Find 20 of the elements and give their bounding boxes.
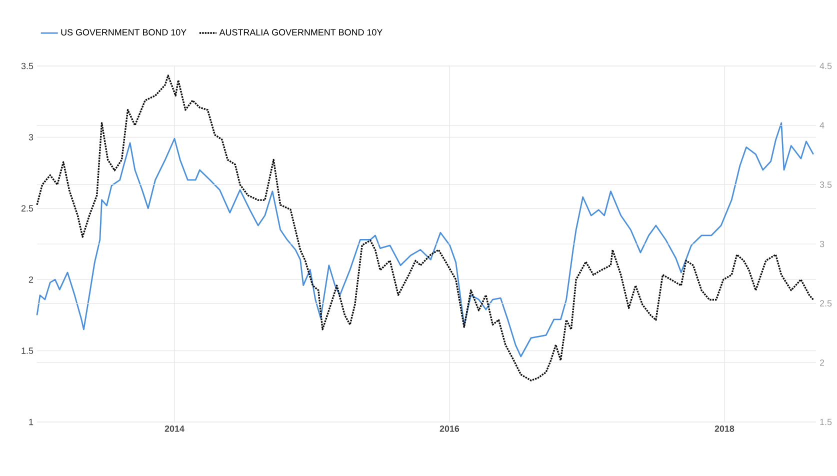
line-series xyxy=(36,74,814,382)
x-tick-label: 2018 xyxy=(714,426,734,432)
legend-label: US GOVERNMENT BOND 10Y xyxy=(61,29,186,36)
y2-tick-label: 4 xyxy=(820,122,824,128)
line-series xyxy=(36,122,814,358)
y2-tick-label: 2.5 xyxy=(820,300,832,307)
x-tick-label: 2014 xyxy=(164,426,184,432)
y-tick-label: 1.5 xyxy=(22,348,34,354)
y-tick-label: 3 xyxy=(28,134,34,140)
y2-tick-label: 1.5 xyxy=(820,418,832,426)
y2-tick-label: 2 xyxy=(820,360,824,366)
legend-label: AUSTRALIA GOVERNMENT BOND 10Y xyxy=(219,29,382,36)
y-tick-label: 2 xyxy=(28,276,34,283)
y-tick-label: 3.5 xyxy=(21,62,34,70)
y-tick-label: 1 xyxy=(29,418,34,426)
y-tick-label: 2.5 xyxy=(21,205,34,212)
y2-tick-label: 4.5 xyxy=(820,62,832,70)
y2-tick-label: 3.5 xyxy=(820,181,832,188)
x-tick-label: 2016 xyxy=(440,426,460,432)
y2-tick-label: 3 xyxy=(820,240,824,248)
